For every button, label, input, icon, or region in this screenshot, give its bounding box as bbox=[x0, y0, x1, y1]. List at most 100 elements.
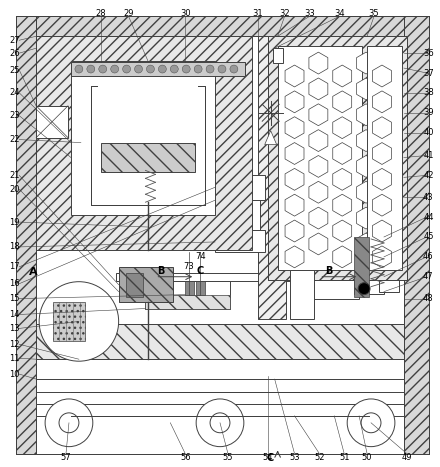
Text: 40: 40 bbox=[423, 128, 434, 137]
Text: 28: 28 bbox=[95, 9, 106, 18]
Text: 34: 34 bbox=[334, 9, 345, 18]
Bar bbox=[185, 277, 194, 295]
Bar bbox=[146, 295, 230, 309]
Bar bbox=[379, 280, 399, 291]
Text: 32: 32 bbox=[279, 9, 290, 18]
Text: 44: 44 bbox=[423, 212, 434, 222]
Bar bbox=[294, 273, 359, 298]
Bar bbox=[16, 16, 36, 453]
Circle shape bbox=[358, 283, 370, 295]
Text: 19: 19 bbox=[9, 218, 20, 226]
Bar bbox=[196, 277, 205, 295]
Bar bbox=[354, 237, 369, 297]
Text: 14: 14 bbox=[9, 310, 20, 319]
Text: 52: 52 bbox=[314, 453, 325, 462]
Bar bbox=[146, 281, 230, 309]
Text: 45: 45 bbox=[423, 233, 434, 241]
Bar bbox=[210, 176, 265, 200]
Text: 56: 56 bbox=[180, 453, 191, 462]
Bar bbox=[36, 379, 404, 453]
Circle shape bbox=[111, 65, 119, 73]
Circle shape bbox=[75, 65, 83, 73]
Circle shape bbox=[135, 65, 143, 73]
Bar bbox=[91, 86, 205, 205]
Bar bbox=[91, 86, 205, 205]
Bar bbox=[16, 434, 429, 453]
Text: C: C bbox=[266, 453, 273, 463]
Bar bbox=[101, 142, 195, 172]
Text: 26: 26 bbox=[9, 49, 20, 57]
Circle shape bbox=[158, 65, 166, 73]
Text: 42: 42 bbox=[423, 171, 434, 180]
Text: 51: 51 bbox=[339, 453, 349, 462]
Text: 74: 74 bbox=[195, 252, 205, 262]
Bar bbox=[53, 302, 85, 341]
Bar bbox=[16, 16, 429, 36]
Text: 53: 53 bbox=[289, 453, 300, 462]
Text: B: B bbox=[157, 266, 164, 276]
Circle shape bbox=[123, 65, 131, 73]
Circle shape bbox=[196, 399, 244, 446]
Bar bbox=[215, 230, 265, 252]
Text: 46: 46 bbox=[423, 252, 434, 262]
Text: 54: 54 bbox=[262, 453, 273, 462]
Text: 33: 33 bbox=[304, 9, 315, 18]
Bar bbox=[71, 62, 245, 76]
Bar bbox=[367, 46, 402, 270]
Bar bbox=[71, 61, 215, 215]
Text: 37: 37 bbox=[423, 69, 434, 78]
Bar bbox=[268, 36, 407, 280]
Text: B: B bbox=[326, 266, 333, 276]
Text: 49: 49 bbox=[402, 453, 412, 462]
Circle shape bbox=[87, 65, 95, 73]
Text: 20: 20 bbox=[9, 185, 20, 194]
Text: 25: 25 bbox=[9, 65, 20, 75]
Bar bbox=[354, 278, 384, 294]
Circle shape bbox=[59, 413, 79, 433]
Bar bbox=[258, 36, 286, 319]
Circle shape bbox=[45, 399, 93, 446]
Circle shape bbox=[39, 282, 119, 361]
Bar bbox=[36, 325, 404, 359]
Bar bbox=[220, 200, 260, 230]
Circle shape bbox=[361, 413, 381, 433]
Bar bbox=[36, 359, 404, 379]
Bar bbox=[16, 16, 36, 453]
Text: 22: 22 bbox=[9, 135, 20, 144]
Circle shape bbox=[194, 65, 202, 73]
Text: 27: 27 bbox=[9, 36, 20, 45]
Bar bbox=[16, 434, 429, 453]
Bar bbox=[404, 16, 429, 453]
Text: 18: 18 bbox=[9, 242, 20, 251]
Text: 35: 35 bbox=[369, 9, 379, 18]
Text: 12: 12 bbox=[9, 340, 20, 349]
Bar bbox=[16, 16, 429, 36]
Circle shape bbox=[210, 413, 230, 433]
Text: 13: 13 bbox=[9, 324, 20, 333]
Text: 38: 38 bbox=[423, 88, 434, 98]
Text: 15: 15 bbox=[9, 294, 20, 303]
Text: 23: 23 bbox=[9, 111, 20, 120]
Bar bbox=[119, 267, 173, 302]
Bar bbox=[36, 36, 252, 250]
Bar bbox=[273, 48, 282, 63]
Text: 29: 29 bbox=[123, 9, 134, 18]
Text: 16: 16 bbox=[9, 279, 20, 288]
Text: 47: 47 bbox=[423, 272, 434, 281]
Text: 31: 31 bbox=[253, 9, 263, 18]
Bar bbox=[36, 392, 404, 404]
Bar bbox=[36, 106, 68, 138]
Circle shape bbox=[347, 399, 395, 446]
Circle shape bbox=[99, 65, 107, 73]
Bar bbox=[404, 16, 429, 453]
Text: 43: 43 bbox=[423, 193, 434, 202]
Circle shape bbox=[206, 65, 214, 73]
Text: 30: 30 bbox=[180, 9, 191, 18]
Bar bbox=[98, 86, 198, 197]
Text: 24: 24 bbox=[9, 88, 20, 98]
Circle shape bbox=[182, 65, 190, 73]
Bar bbox=[268, 36, 407, 280]
Text: 21: 21 bbox=[9, 171, 20, 180]
Circle shape bbox=[147, 65, 154, 73]
Bar bbox=[290, 270, 315, 319]
